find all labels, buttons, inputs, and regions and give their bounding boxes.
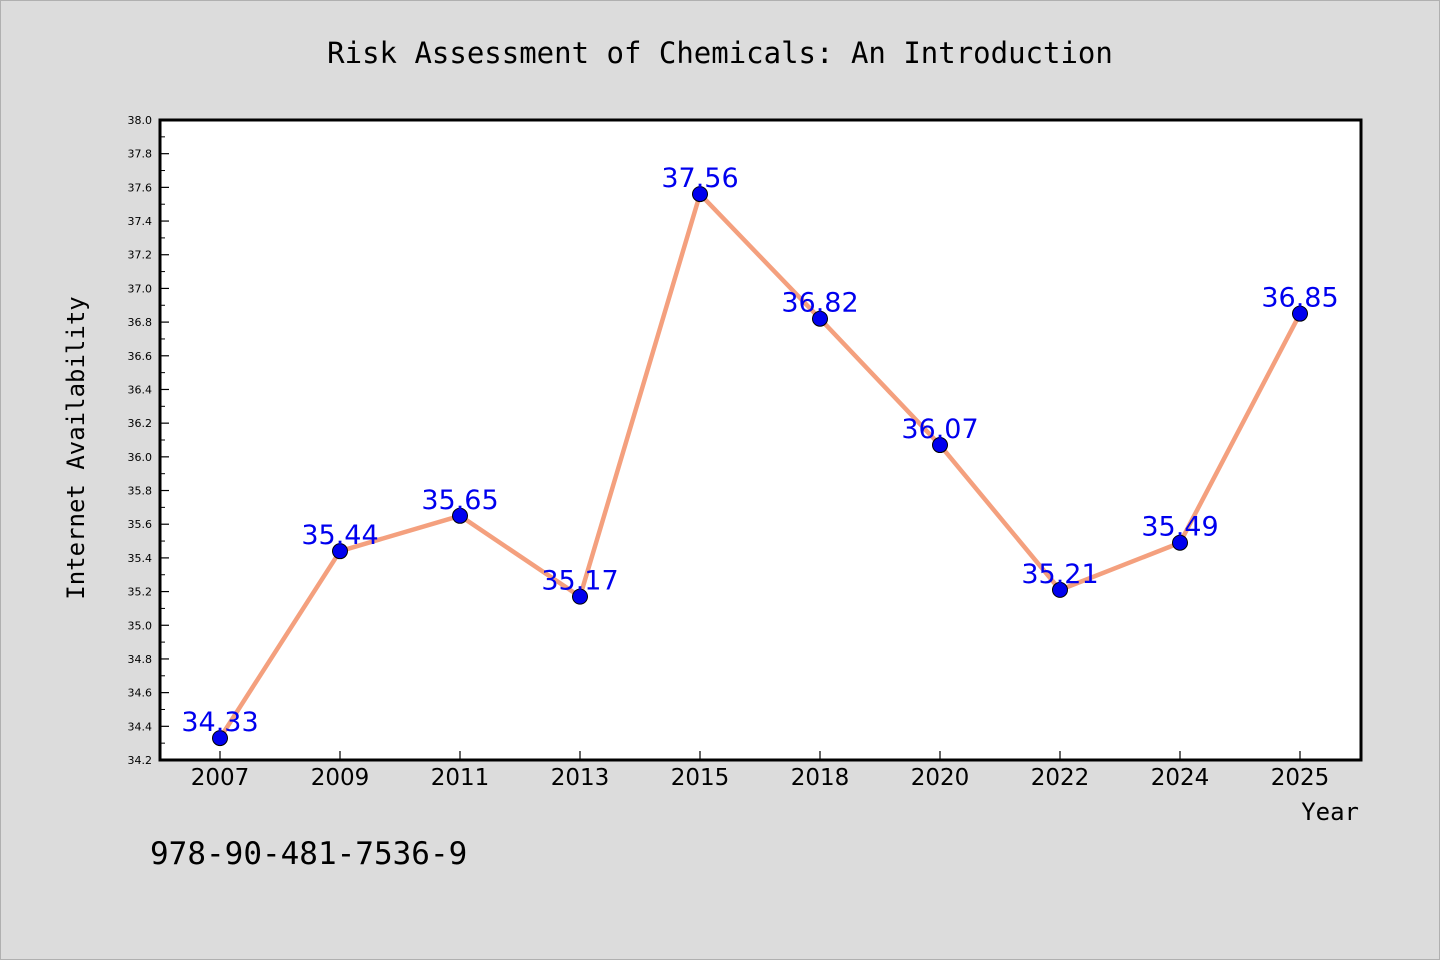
x-tick-label: 2025 (1271, 765, 1330, 791)
data-point (1172, 534, 1188, 551)
data-label: 35.44 (301, 520, 378, 551)
data-point (452, 507, 468, 524)
data-point (212, 730, 228, 747)
data-label: 35.21 (1021, 559, 1098, 590)
x-tick-label: 2018 (791, 765, 850, 791)
y-axis-label: Internet Availability (62, 296, 90, 599)
x-tick-label: 2009 (311, 765, 370, 791)
data-point (812, 310, 828, 327)
chart-title: Risk Assessment of Chemicals: An Introdu… (327, 36, 1113, 70)
y-tick-label: 35.8 (128, 485, 153, 498)
x-tick-label: 2007 (191, 765, 250, 791)
data-point (692, 186, 708, 203)
series-group: 34.33 35.44 35.65 35.17 37.56 36.82 36.07 35.21… (181, 163, 1339, 747)
x-axis: 2007 2009 2011 2013 2015 2018 2020 2022 2024 2025 (191, 751, 1330, 791)
data-point (932, 437, 948, 454)
data-point (1292, 305, 1308, 322)
y-tick-label: 35.6 (128, 518, 153, 531)
y-tick-label: 35.2 (128, 586, 153, 599)
data-label: 37.56 (661, 163, 738, 194)
y-tick-label: 34.4 (128, 720, 153, 733)
data-label: 35.65 (421, 485, 498, 516)
data-label: 35.49 (1141, 512, 1218, 543)
y-tick-label: 36.0 (128, 451, 153, 464)
x-tick-label: 2020 (911, 765, 970, 791)
x-tick-label: 2011 (431, 765, 490, 791)
data-point (332, 543, 348, 560)
y-tick-label: 37.2 (128, 249, 153, 262)
x-axis-label: Year (1301, 798, 1359, 826)
y-tick-label: 34.8 (128, 653, 153, 666)
x-tick-label: 2024 (1151, 765, 1210, 791)
data-label: 36.82 (781, 288, 858, 319)
x-tick-label: 2015 (671, 765, 730, 791)
data-label: 36.07 (901, 414, 978, 445)
data-label: 36.85 (1261, 283, 1338, 314)
data-point (572, 588, 588, 605)
y-tick-label: 36.4 (128, 383, 153, 396)
y-tick-label: 37.8 (128, 148, 153, 161)
y-tick-label: 37.6 (128, 181, 153, 194)
x-tick-label: 2013 (551, 765, 610, 791)
y-axis: 34.2 34.4 34.6 34.8 35.0 35.2 35.4 35.6 35.8 36.0… (128, 114, 169, 767)
isbn-text: 978-90-481-7536-9 (150, 836, 467, 872)
y-tick-label: 34.2 (128, 754, 153, 767)
y-tick-label: 35.0 (128, 619, 153, 632)
plot-area (158, 118, 1363, 762)
y-tick-label: 38.0 (128, 114, 153, 127)
series-line (217, 191, 1303, 741)
x-tick-label: 2022 (1031, 765, 1090, 791)
y-tick-label: 36.6 (128, 350, 153, 363)
y-tick-label: 34.6 (128, 687, 153, 700)
data-label: 34.33 (181, 707, 258, 738)
data-label: 35.17 (541, 566, 618, 597)
y-tick-label: 36.2 (128, 417, 153, 430)
y-tick-label: 35.4 (128, 552, 153, 565)
y-tick-label: 37.4 (128, 215, 153, 228)
y-tick-label: 37.0 (128, 282, 153, 295)
data-point (1052, 581, 1068, 598)
y-tick-label: 36.8 (128, 316, 153, 329)
